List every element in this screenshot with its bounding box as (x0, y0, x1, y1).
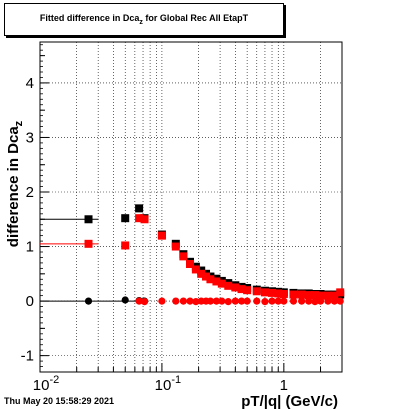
timestamp-footer: Thu May 20 15:58:29 2021 (4, 396, 115, 406)
data-point (84, 215, 93, 224)
data-point (330, 291, 339, 300)
data-point (121, 296, 129, 304)
y-axis-title: difference in Dcaz (5, 120, 25, 247)
data-point (279, 290, 288, 298)
x-tick-label: 10-1 (155, 374, 181, 394)
data-point (206, 297, 215, 305)
axis-ticks (39, 44, 343, 372)
data-point (305, 297, 313, 305)
data-point (179, 297, 187, 305)
data-point (336, 288, 345, 297)
x-tick-label: 1 (280, 377, 288, 394)
data-point (289, 297, 298, 305)
data-point (253, 297, 261, 305)
data-point (202, 272, 211, 281)
data-point (289, 290, 298, 299)
data-point (298, 297, 306, 305)
data-point (297, 290, 306, 299)
data-point (172, 297, 180, 305)
x-tick-label: 10-2 (33, 374, 59, 394)
data-point (268, 288, 277, 297)
data-point (212, 297, 221, 305)
y-axis-title-main: difference in Dca (5, 126, 22, 248)
data-point (310, 291, 319, 300)
data-point (243, 286, 252, 295)
data-point (260, 288, 269, 297)
grid-lines (40, 42, 343, 372)
data-point (323, 291, 332, 300)
data-point (135, 204, 144, 213)
data-series (40, 204, 345, 306)
data-point (84, 239, 93, 248)
data-point (304, 291, 313, 300)
data-point (197, 269, 206, 278)
data-point (217, 279, 226, 288)
data-point (84, 297, 93, 305)
chart-title-main: Fitted difference in Dca (39, 13, 140, 23)
plot-frame (39, 41, 343, 373)
y-tick-label: 0 (26, 293, 34, 310)
data-point (336, 297, 344, 305)
data-point (330, 297, 339, 305)
data-point (186, 260, 195, 268)
data-point (212, 277, 221, 286)
y-axis-title-subscript: z (13, 120, 25, 126)
y-tick-label: 3 (26, 129, 34, 146)
y-tick-label: 4 (26, 75, 34, 92)
data-point (192, 298, 200, 306)
data-point (280, 297, 288, 305)
data-point (268, 297, 276, 305)
data-point (135, 214, 144, 223)
data-point (316, 291, 325, 300)
data-point (191, 265, 200, 274)
y-tick-label: 1 (26, 239, 34, 256)
chart-title: Fitted difference in Dcaz for Global Rec… (5, 13, 283, 26)
data-point (158, 297, 166, 305)
y-tick-label: 2 (26, 184, 34, 201)
data-point (224, 298, 232, 306)
data-point (237, 297, 246, 305)
data-point (316, 297, 325, 305)
data-point (252, 287, 261, 296)
data-point (311, 298, 319, 306)
data-point (157, 231, 166, 240)
data-point (218, 297, 226, 305)
data-point (179, 252, 188, 261)
chart-title-box: Fitted difference in Dcaz for Global Rec… (4, 3, 284, 36)
data-point (243, 297, 251, 305)
data-point (231, 283, 240, 292)
data-point (231, 297, 239, 305)
data-point (140, 298, 149, 306)
tick-labels: -1 0 1 2 3 4 10-2 10-1 1 (21, 75, 288, 394)
data-point (186, 297, 194, 305)
data-point (274, 297, 282, 305)
data-point (237, 285, 246, 294)
data-point (171, 242, 180, 251)
data-point (274, 289, 283, 298)
chart-title-suffix: for Global Rec All EtapT (142, 13, 249, 23)
data-point (261, 298, 269, 306)
data-point (224, 281, 233, 290)
data-point (206, 275, 215, 284)
y-tick-label: -1 (21, 348, 34, 365)
data-point (324, 297, 332, 305)
chart-title-subscript: z (139, 18, 143, 26)
data-point (121, 241, 130, 250)
data-point (121, 214, 130, 223)
x-axis-title: pT/|q| (GeV/c) (241, 393, 338, 410)
data-point (135, 297, 143, 305)
data-point (140, 215, 149, 224)
